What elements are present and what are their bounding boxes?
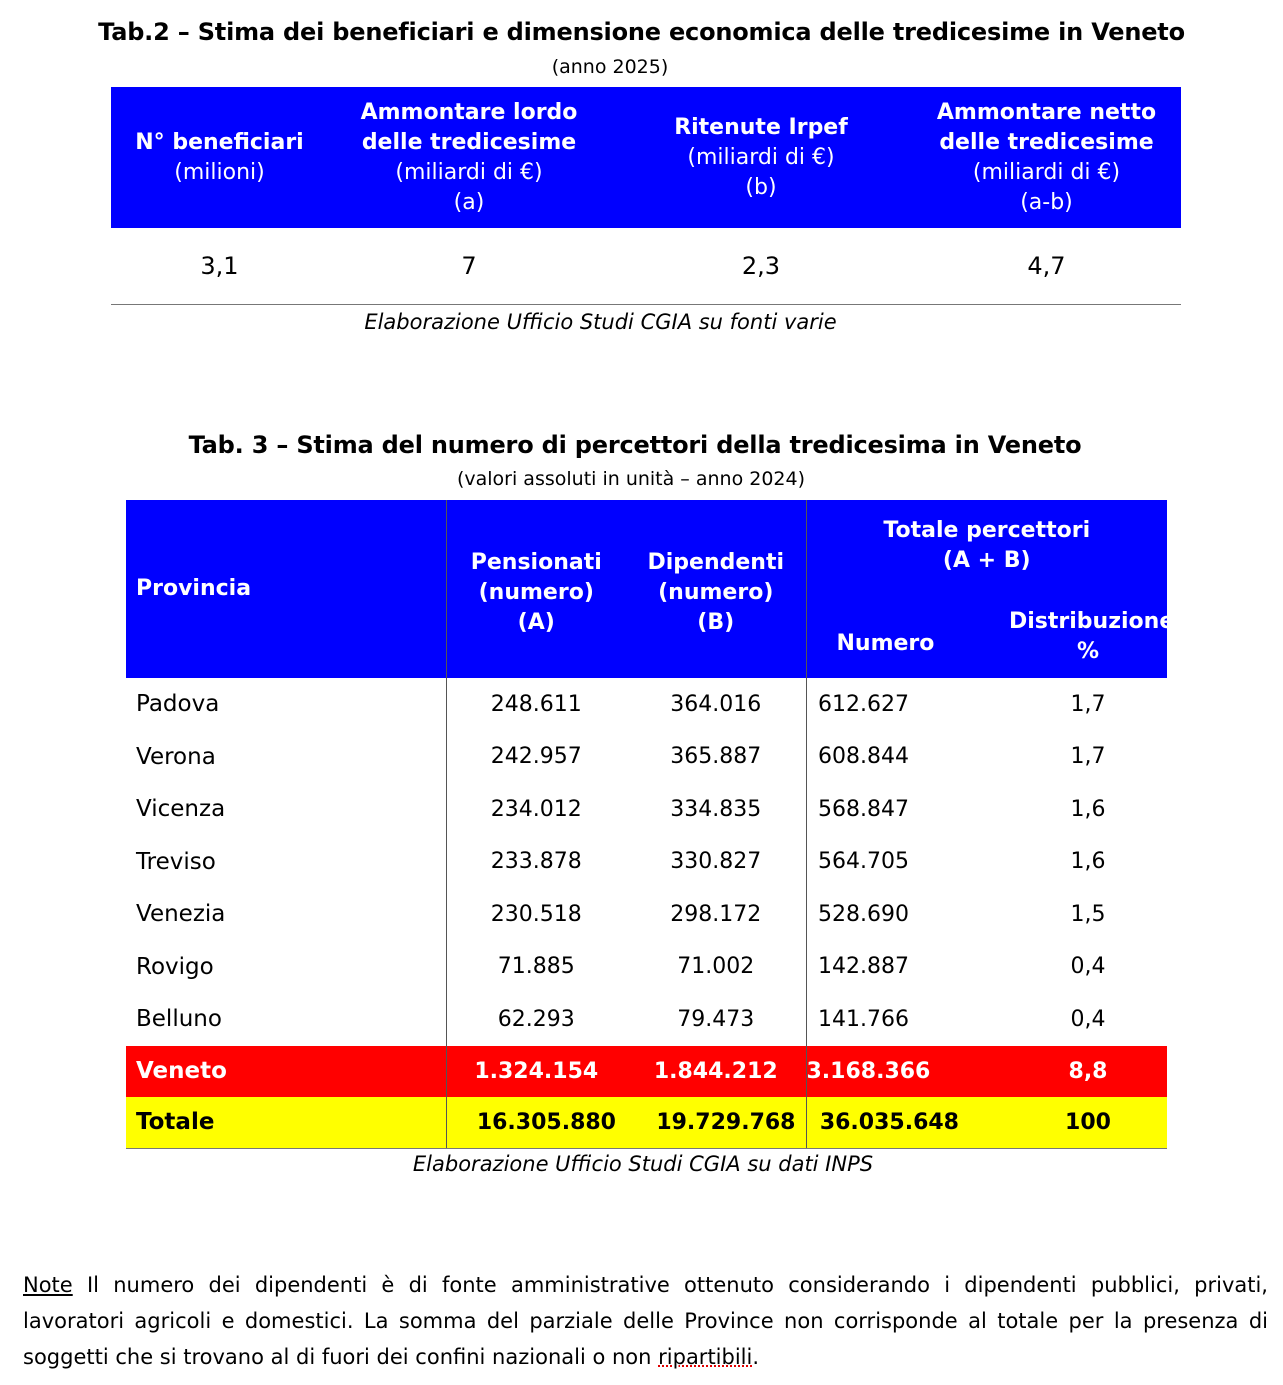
tab3-header-totale: Totale percettori (A + B) <box>805 500 1168 596</box>
table-row: Treviso 233.878 330.827 564.705 1,6 <box>126 835 1167 888</box>
table-row: Padova 248.611 364.016 612.627 1,7 <box>126 678 1167 731</box>
tab3-header-pensionati: Pensionati (numero) (A) <box>445 500 626 678</box>
table-row: Venezia 230.518 298.172 528.690 1,5 <box>126 888 1167 941</box>
table-row: Belluno 62.293 79.473 141.766 0,4 <box>126 993 1167 1046</box>
tab3-source: Elaborazione Ufficio Studi CGIA su dati … <box>412 1152 874 1176</box>
tab3-header-row-2: Numero Distribuzione % <box>126 596 1174 678</box>
tab3-header-distribuzione: Distribuzione % <box>1009 596 1174 678</box>
tab2-title: Tab.2 – Stima dei beneficiari e dimensio… <box>98 18 1185 46</box>
tab2-value-irpef: 2,3 <box>610 228 912 305</box>
table-row: Verona 242.957 365.887 608.844 1,7 <box>126 730 1167 783</box>
tab2-source: Elaborazione Ufficio Studi CGIA su fonti… <box>364 310 837 334</box>
totale-row: Totale 16.305.880 19.729.768 36.035.648 … <box>126 1096 1168 1149</box>
footnote: Note Il numero dei dipendenti è di fonte… <box>23 1273 1268 1369</box>
tab2-header-netto: Ammontare netto delle tredicesime (milia… <box>912 87 1181 228</box>
tab3-subtitle: (valori assoluti in unità – anno 2024) <box>456 468 806 490</box>
spellcheck-flagged-word: ripartibili <box>658 1345 753 1369</box>
tab2-value-row: 3,1 7 2,3 4,7 <box>111 228 1181 305</box>
tab2-header-beneficiari: N° beneficiari (milioni) <box>111 87 328 228</box>
tab2-header-row: N° beneficiari (milioni) Ammontare lordo… <box>111 87 1181 228</box>
tab3-title: Tab. 3 – Stima del numero di percettori … <box>188 431 1082 459</box>
footnote-label: Note <box>23 1273 73 1297</box>
tab2-header-irpef: Ritenute Irpef (miliardi di €) (b) <box>610 87 912 228</box>
footnote-text: Il numero dei dipendenti è di fonte ammi… <box>23 1273 1268 1369</box>
table-row: Vicenza 234.012 334.835 568.847 1,6 <box>126 783 1167 836</box>
tab2-header-lordo: Ammontare lordo delle tredicesime (milia… <box>328 87 610 228</box>
tab2-table: N° beneficiari (milioni) Ammontare lordo… <box>111 87 1181 305</box>
tab2-subtitle: (anno 2025) <box>551 56 669 78</box>
tab2-value-lordo: 7 <box>328 228 610 305</box>
tab2-value-beneficiari: 3,1 <box>111 228 328 305</box>
veneto-row: Veneto 1.324.154 1.844.212 3.168.366 8,8 <box>126 1045 1168 1097</box>
tab3-header-row-1: Provincia Pensionati (numero) (A) Dipend… <box>126 500 1168 678</box>
table-row: Rovigo 71.885 71.002 142.887 0,4 <box>126 940 1167 993</box>
tab3-header-numero: Numero <box>805 596 1009 678</box>
tab3-header-provincia: Provincia <box>126 500 446 678</box>
tab3-header-dipendenti: Dipendenti (numero) (B) <box>626 500 806 678</box>
tab3-table: Provincia Pensionati (numero) (A) Dipend… <box>126 500 1174 1149</box>
tab2-value-netto: 4,7 <box>912 228 1181 305</box>
